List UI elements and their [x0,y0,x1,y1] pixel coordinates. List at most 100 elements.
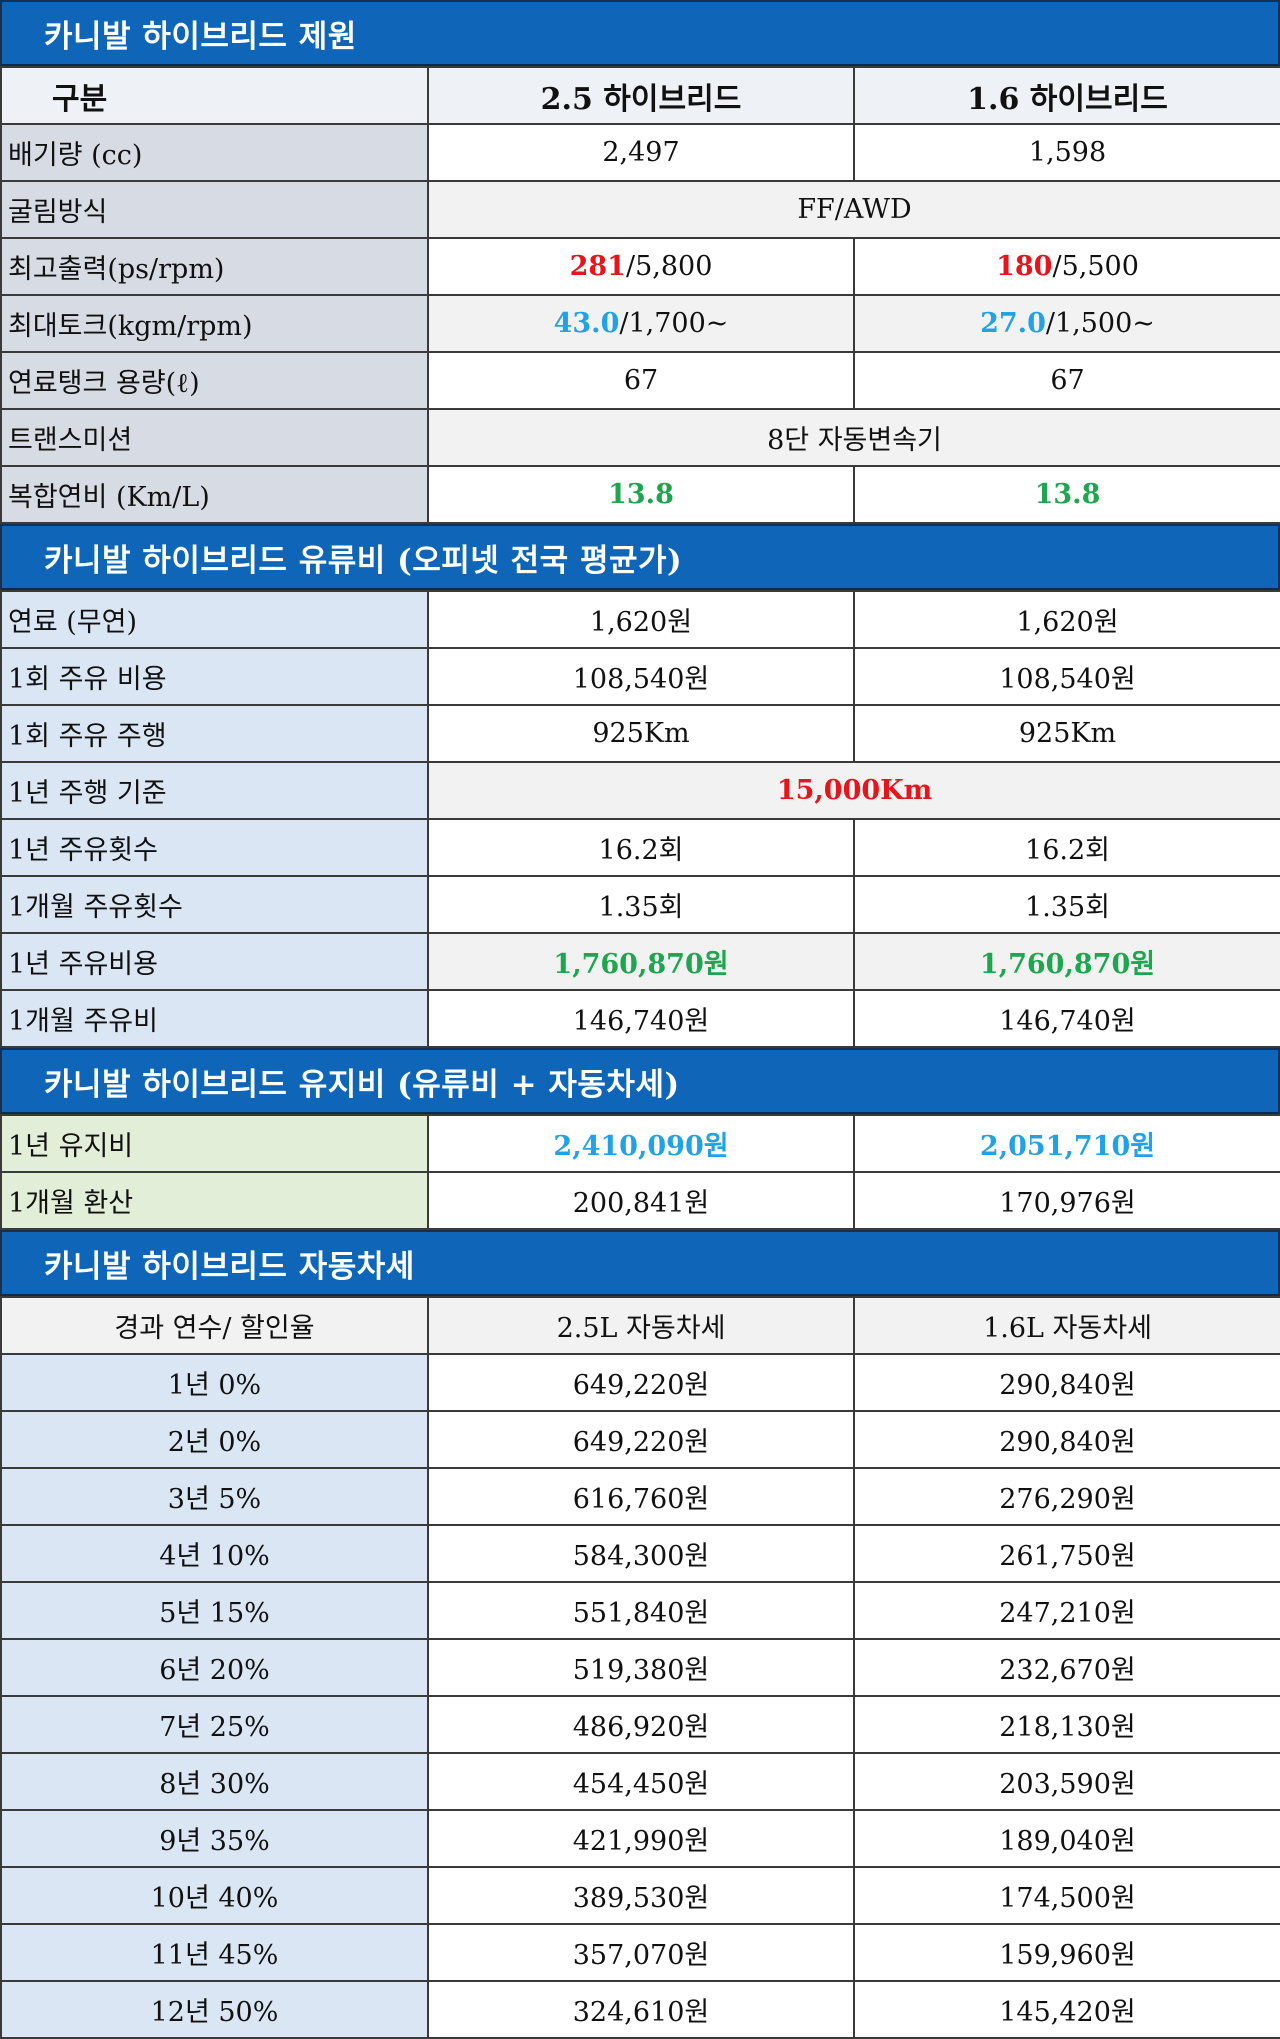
value-25: 200,841원 [427,1171,855,1230]
row-label: 1년 주유비용 [0,932,429,991]
tax-value-16: 189,040원 [853,1809,1280,1868]
table-row: 1개월 환산 200,841원 170,976원 [0,1171,1280,1230]
tax-value-25: 454,450원 [427,1752,855,1811]
value-16: 1,760,870원 [853,932,1280,991]
upkeep-table: 1년 유지비 2,410,090원 2,051,710원 1개월 환산 200,… [0,1114,1280,1230]
fuel-table: 연료 (무연) 1,620원 1,620원 1회 주유 비용 108,540원 … [0,590,1280,1048]
highlight-value: 13.8 [608,479,674,510]
table-row: 3년 5% 616,760원 276,290원 [0,1467,1280,1526]
row-label: 1개월 주유횟수 [0,875,429,934]
tax-value-25: 649,220원 [427,1353,855,1412]
row-label: 연료 (무연) [0,590,429,649]
row-label: 굴림방식 [0,180,429,239]
value-16: 13.8 [853,465,1280,524]
header-category: 구분 [0,66,429,125]
tax-header-row: 경과 연수/ 할인율 2.5L 자동차세 1.6L 자동차세 [0,1296,1280,1355]
table-row: 1년 0% 649,220원 290,840원 [0,1353,1280,1412]
highlight-value: 1,760,870원 [979,949,1156,980]
header-16-tax: 1.6L 자동차세 [853,1296,1280,1355]
table-row: 1년 주행 기준 15,000Km [0,761,1280,820]
tax-value-16: 174,500원 [853,1866,1280,1925]
table-row: 8년 30% 454,450원 203,590원 [0,1752,1280,1811]
row-label: 연료탱크 용량(ℓ) [0,351,429,410]
table-row: 6년 20% 519,380원 232,670원 [0,1638,1280,1697]
tax-value-16: 145,420원 [853,1980,1280,2039]
table-row: 1개월 주유횟수 1.35회 1.35회 [0,875,1280,934]
table-row: 1회 주유 비용 108,540원 108,540원 [0,647,1280,706]
value-25: 1.35회 [427,875,855,934]
table-row: 10년 40% 389,530원 174,500원 [0,1866,1280,1925]
header-years-discount: 경과 연수/ 할인율 [0,1296,429,1355]
value-16: 170,976원 [853,1171,1280,1230]
highlight-value: 27.0 [980,308,1046,339]
table-row: 12년 50% 324,610원 145,420원 [0,1980,1280,2039]
value-merged: 8단 자동변속기 [427,408,1280,467]
header-16-hybrid: 1.6 하이브리드 [853,66,1280,125]
row-label: 1년 주행 기준 [0,761,429,820]
table-row: 2년 0% 649,220원 290,840원 [0,1410,1280,1469]
table-row: 연료 (무연) 1,620원 1,620원 [0,590,1280,649]
table-row: 최대토크(kgm/rpm) 43.0/1,700~ 27.0/1,500~ [0,294,1280,353]
table-row: 1개월 주유비 146,740원 146,740원 [0,989,1280,1048]
tax-value-25: 551,840원 [427,1581,855,1640]
highlight-value: 1,760,870원 [553,949,729,980]
header-25-tax: 2.5L 자동차세 [427,1296,855,1355]
upkeep-section-title: 카니발 하이브리드 유지비 (유류비 + 자동차세) [0,1048,1280,1114]
value-merged: FF/AWD [427,180,1280,239]
table-row: 1년 유지비 2,410,090원 2,051,710원 [0,1114,1280,1173]
value-25: 43.0/1,700~ [427,294,855,353]
value-16: 27.0/1,500~ [853,294,1280,353]
table-row: 연료탱크 용량(ℓ) 67 67 [0,351,1280,410]
table-row: 1년 주유횟수 16.2회 16.2회 [0,818,1280,877]
tax-value-25: 584,300원 [427,1524,855,1583]
tax-value-25: 357,070원 [427,1923,855,1982]
table-row: 5년 15% 551,840원 247,210원 [0,1581,1280,1640]
row-label: 1회 주유 주행 [0,704,429,763]
row-label: 1년 주유횟수 [0,818,429,877]
value-25: 1,760,870원 [427,932,855,991]
value-16: 67 [853,351,1280,410]
value-16: 146,740원 [853,989,1280,1048]
row-label: 최대토크(kgm/rpm) [0,294,429,353]
tax-value-16: 218,130원 [853,1695,1280,1754]
value-suffix: /5,500 [1052,251,1139,282]
row-label: 1년 유지비 [0,1114,429,1173]
table-row: 트랜스미션 8단 자동변속기 [0,408,1280,467]
tax-year-label: 11년 45% [0,1923,429,1982]
fuel-section-title: 카니발 하이브리드 유류비 (오피넷 전국 평균가) [0,524,1280,590]
row-label: 복합연비 (Km/L) [0,465,429,524]
tax-table-body: 경과 연수/ 할인율 2.5L 자동차세 1.6L 자동차세 1년 0% 649,… [0,1296,1280,2039]
tax-value-25: 616,760원 [427,1467,855,1526]
value-25: 108,540원 [427,647,855,706]
highlight-value: 2,410,090원 [553,1131,729,1162]
tax-year-label: 4년 10% [0,1524,429,1583]
tax-value-16: 261,750원 [853,1524,1280,1583]
value-suffix: /1,700~ [619,308,729,339]
table-row: 9년 35% 421,990원 189,040원 [0,1809,1280,1868]
table-row: 1회 주유 주행 925Km 925Km [0,704,1280,763]
value-16: 2,051,710원 [853,1114,1280,1173]
tax-year-label: 5년 15% [0,1581,429,1640]
table-row: 굴림방식 FF/AWD [0,180,1280,239]
tax-year-label: 10년 40% [0,1866,429,1925]
highlight-value: 2,051,710원 [979,1131,1156,1162]
highlight-value: 13.8 [1034,479,1101,510]
spec-section-title: 카니발 하이브리드 제원 [0,0,1280,66]
table-row: 최고출력(ps/rpm) 281/5,800 180/5,500 [0,237,1280,296]
tax-year-label: 12년 50% [0,1980,429,2039]
spec-header-row: 구분 2.5 하이브리드 1.6 하이브리드 [0,66,1280,125]
value-merged: 15,000Km [427,761,1280,820]
row-label: 최고출력(ps/rpm) [0,237,429,296]
highlight-value: 15,000Km [776,775,933,806]
value-16: 1,620원 [853,590,1280,649]
value-16: 108,540원 [853,647,1280,706]
tax-value-25: 649,220원 [427,1410,855,1469]
tax-year-label: 3년 5% [0,1467,429,1526]
highlight-value: 281 [569,251,626,282]
value-25: 13.8 [427,465,855,524]
tax-value-25: 486,920원 [427,1695,855,1754]
value-25: 925Km [427,704,855,763]
row-label: 배기량 (cc) [0,123,429,182]
value-suffix: /1,500~ [1045,308,1155,339]
